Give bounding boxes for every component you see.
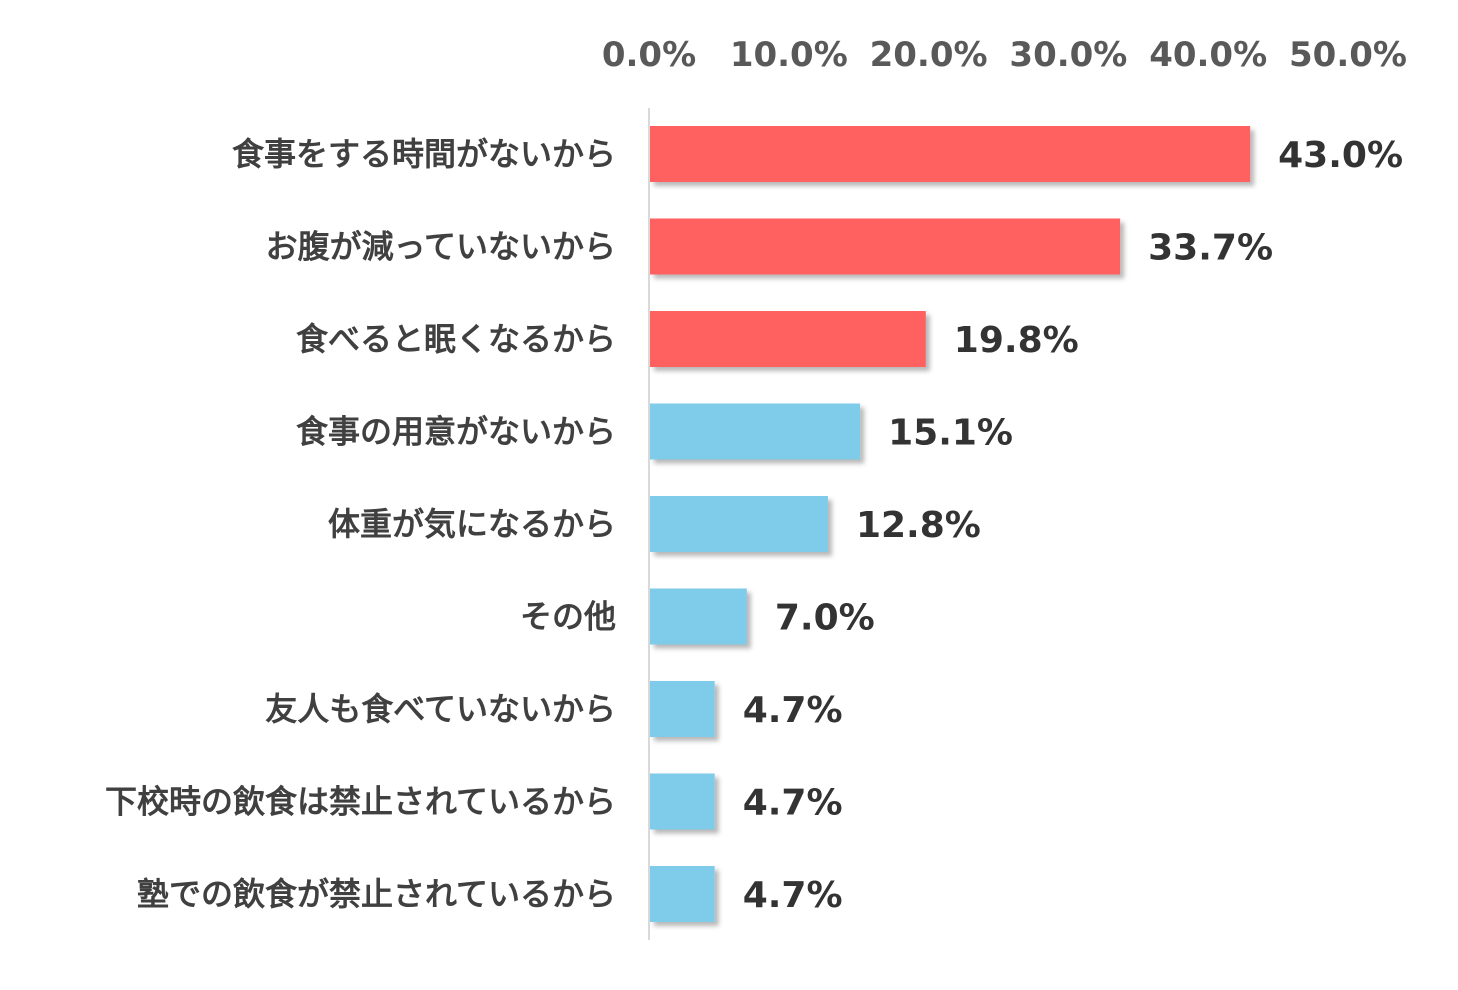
category-label: その他 — [520, 598, 616, 636]
data-label: 4.7% — [743, 783, 843, 824]
data-label: 12.8% — [856, 505, 981, 546]
data-label: 4.7% — [743, 690, 843, 731]
data-label: 19.8% — [954, 320, 1079, 361]
category-label: 体重が気になるから — [328, 505, 616, 543]
bar — [650, 403, 861, 460]
data-label: 33.7% — [1148, 228, 1273, 269]
category-label: お腹が減っていないから — [266, 228, 616, 266]
bar — [650, 126, 1251, 182]
x-tick-label: 40.0% — [1149, 35, 1267, 75]
bars — [650, 126, 1251, 922]
category-label: 食事の用意がないから — [296, 413, 616, 451]
bar — [650, 588, 747, 645]
bar — [650, 218, 1121, 275]
category-label: 食事をする時間がないから — [232, 135, 616, 173]
x-tick-label: 0.0% — [602, 35, 696, 75]
category-label: 友人も食べていないから — [265, 690, 616, 728]
bar — [650, 311, 926, 367]
x-tick-label: 50.0% — [1289, 35, 1407, 75]
category-label: 塾での飲食が禁止されているから — [137, 875, 616, 913]
x-axis-ticks: 0.0% 10.0% 20.0% 30.0% 40.0% 50.0% — [602, 35, 1407, 75]
bar — [650, 866, 715, 922]
x-tick-label: 10.0% — [730, 35, 848, 75]
bar — [650, 681, 715, 737]
data-label: 15.1% — [888, 413, 1013, 454]
data-labels: 43.0% 33.7% 19.8% 15.1% 12.8% 7.0% 4.7% 4.7% 4.7… — [743, 135, 1403, 916]
data-label: 43.0% — [1278, 135, 1403, 176]
bar — [650, 773, 715, 830]
category-label: 下校時の飲食は禁止されているから — [105, 783, 616, 821]
x-tick-label: 20.0% — [870, 35, 988, 75]
category-labels: 食事をする時間がないからお腹が減っていないから食べると眠くなるから食事の用意がな… — [105, 135, 616, 913]
data-label: 4.7% — [743, 875, 843, 916]
x-tick-label: 30.0% — [1009, 35, 1127, 75]
category-label: 食べると眠くなるから — [296, 320, 616, 358]
data-label: 7.0% — [775, 598, 875, 639]
bar — [650, 496, 828, 552]
